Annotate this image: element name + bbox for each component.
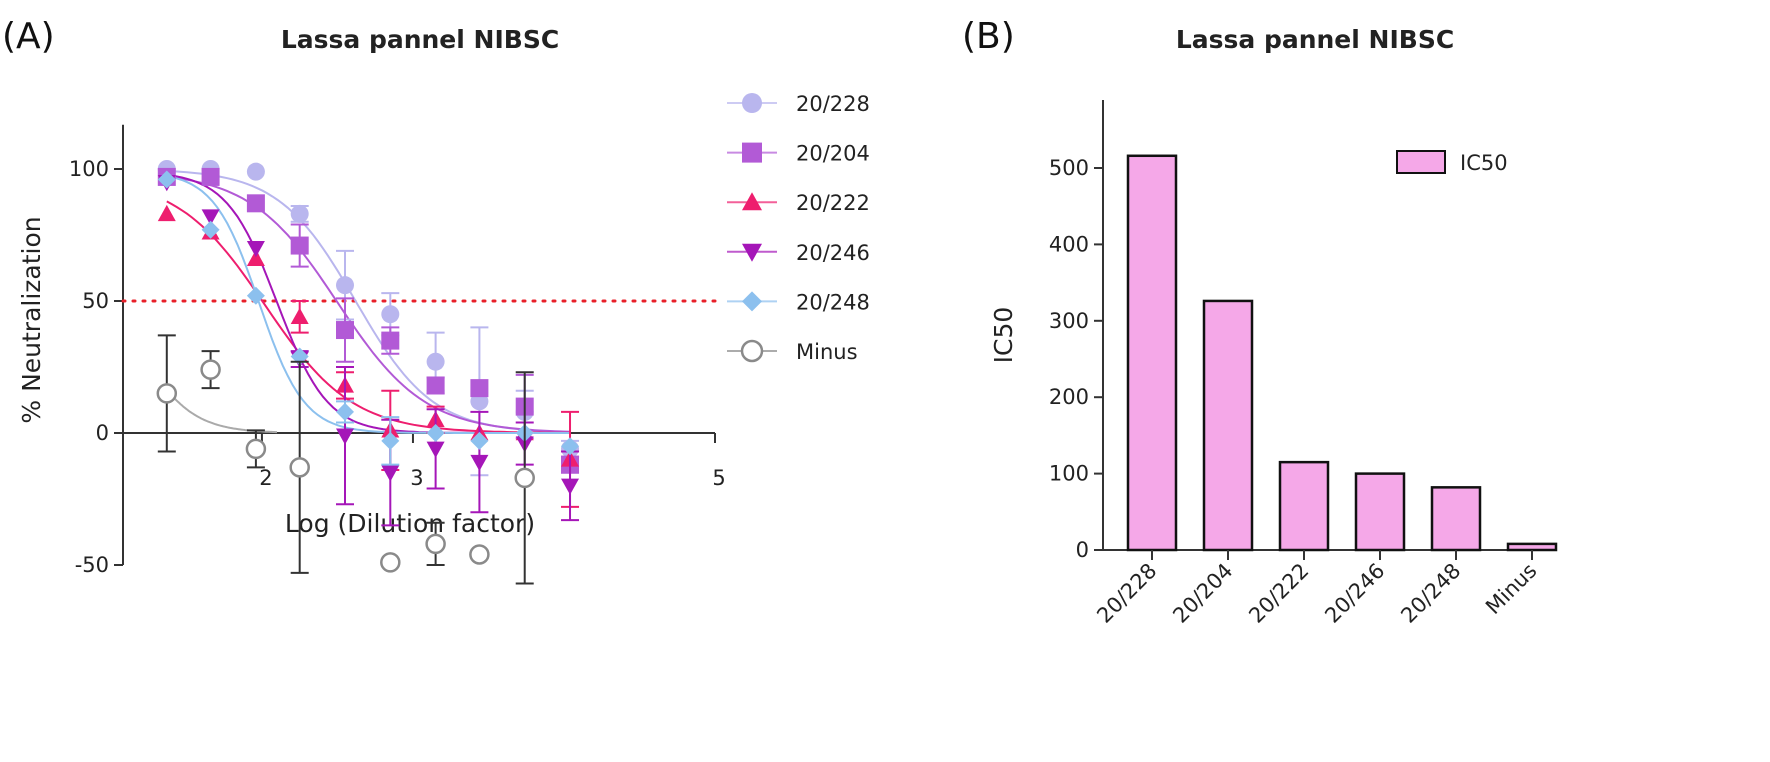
x-tick-label: 20/246 (1320, 559, 1389, 628)
fit-curve-20-246 (166, 173, 570, 434)
data-point (469, 544, 490, 565)
y-tick-label: -50 (75, 553, 109, 577)
legend-marker-triangle-up-icon (742, 192, 762, 211)
data-point (426, 441, 445, 458)
data-point (201, 209, 220, 226)
x-tick-label: 2 (259, 466, 272, 490)
data-point (157, 170, 176, 189)
bar-minus (1506, 542, 1558, 552)
legend-label: IC50 (1460, 151, 1508, 175)
data-point (290, 236, 309, 255)
fit-curve-20-228 (166, 170, 571, 433)
legend-label: 20/228 (796, 92, 870, 116)
panel-a: (A) Lassa pannel NIBSC % Neutralization … (2, 16, 870, 585)
fit-curve-minus (166, 389, 277, 434)
x-tick-label: 20/248 (1396, 559, 1465, 628)
y-tick-label: 50 (82, 289, 109, 313)
panel-a-label: (A) (2, 16, 55, 57)
legend-label: Minus (796, 340, 858, 364)
bar-20-204 (1202, 299, 1254, 552)
legend-swatch-icon (1396, 150, 1446, 174)
x-tick-label: Minus (1481, 559, 1541, 619)
data-point (246, 249, 265, 266)
data-point (245, 438, 267, 460)
data-point (470, 379, 489, 398)
legend-marker-diamond-icon (742, 291, 762, 312)
fit-curve-20-248 (166, 175, 570, 434)
bar-20-248 (1430, 486, 1482, 552)
data-point (426, 352, 445, 371)
y-tick-label: 0 (96, 421, 109, 445)
panel-a-x-label: Log (Dilution factor) (285, 509, 535, 538)
legend-marker-square-icon (742, 142, 762, 163)
data-point (381, 305, 400, 324)
data-point (425, 533, 446, 555)
data-point (246, 162, 265, 181)
legend-marker-open-circle-icon (740, 339, 764, 363)
legend-label: 20/246 (796, 241, 870, 265)
x-tick-label: 20/204 (1168, 559, 1237, 628)
data-point (380, 552, 401, 573)
fit-curve-20-204 (166, 175, 571, 433)
y-tick-label: 200 (1049, 385, 1089, 409)
panel-a-title: Lassa pannel NIBSC (281, 25, 559, 54)
data-point (470, 454, 489, 472)
data-point (381, 431, 400, 450)
data-point (336, 321, 354, 340)
bar-20-222 (1278, 460, 1330, 552)
data-point (156, 383, 178, 404)
bar-20-228 (1126, 154, 1178, 552)
y-tick-label: 100 (1049, 462, 1089, 486)
x-tick-label: 20/222 (1244, 559, 1313, 628)
data-point (336, 428, 354, 445)
legend-label: 20/222 (796, 191, 870, 215)
y-tick-label: 300 (1049, 309, 1089, 333)
legend-marker-circle-icon (742, 93, 762, 113)
panel-b-label: (B) (962, 16, 1015, 57)
data-point (336, 402, 354, 421)
data-point (157, 204, 176, 222)
legend-label: 20/248 (796, 290, 870, 314)
y-tick-label: 100 (69, 157, 109, 181)
panel-b-title: Lassa pannel NIBSC (1176, 25, 1454, 54)
data-point (290, 204, 309, 223)
data-point (246, 241, 265, 258)
data-point (289, 457, 310, 478)
y-tick-label: 0 (1076, 538, 1089, 562)
data-point (514, 467, 535, 489)
data-point (246, 194, 265, 213)
bar-20-246 (1354, 472, 1406, 552)
data-point (201, 167, 220, 186)
data-point (201, 220, 220, 239)
data-point (561, 478, 580, 495)
data-point (200, 359, 221, 380)
y-tick-label: 400 (1049, 232, 1089, 256)
data-point (381, 465, 400, 482)
legend-marker-triangle-down-icon (742, 243, 762, 262)
panel-b-y-label: IC50 (989, 307, 1018, 364)
x-tick-label: 20/228 (1092, 559, 1161, 628)
data-point (381, 331, 400, 350)
legend-label: 20/204 (796, 142, 870, 166)
data-point (470, 431, 489, 450)
data-point (426, 424, 445, 442)
data-point (426, 376, 445, 395)
panel-a-y-label: % Neutralization (17, 216, 46, 423)
fit-curve-20-222 (166, 200, 571, 434)
panel-b: (B) Lassa pannel NIBSC IC50 0 100 200 300 40… (962, 16, 1558, 628)
x-tick-label: 5 (712, 466, 725, 490)
x-tick-label: 3 (410, 466, 423, 490)
data-point (336, 276, 354, 295)
data-point (561, 437, 580, 456)
y-tick-label: 500 (1049, 156, 1089, 180)
data-point (290, 307, 309, 325)
data-point (246, 286, 265, 305)
